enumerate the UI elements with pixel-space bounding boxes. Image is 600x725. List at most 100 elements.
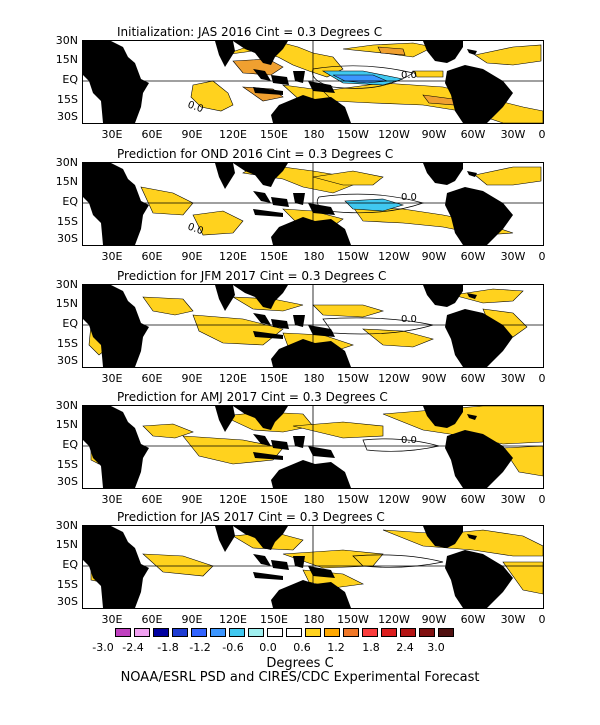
lat-label: 15S — [57, 578, 78, 591]
lon-label: 90E — [181, 372, 203, 385]
land-mass — [423, 526, 463, 548]
lat-label: 30N — [55, 34, 78, 47]
land-mass — [445, 550, 513, 608]
colorbar-swatch — [267, 628, 283, 637]
colorbar-tick-label: 0.6 — [293, 641, 311, 654]
panel-title: Prediction for AMJ 2017 Cint = 0.3 Degre… — [117, 390, 388, 404]
land-mass — [467, 414, 477, 420]
colorbar-swatch — [115, 628, 131, 637]
colorbar-tick-label: 0.0 — [259, 641, 277, 654]
colorbar-tick-label: 1.2 — [327, 641, 345, 654]
lon-label: 60E — [141, 372, 163, 385]
warm-anomaly-region — [142, 553, 214, 577]
land-mass — [253, 209, 283, 217]
lon-label: 120W — [378, 128, 410, 141]
land-mass — [83, 526, 149, 608]
lon-label: 0 — [538, 493, 546, 506]
lat-label: 15S — [57, 458, 78, 471]
warm-anomaly-region — [142, 423, 194, 439]
sst-anomaly-map: 0.0 0.0 — [83, 41, 543, 123]
lon-label: 180 — [303, 250, 325, 263]
sst-anomaly-map: 0.0 0.0 — [83, 163, 543, 245]
lat-label: 30S — [57, 110, 78, 123]
colorbar-tick-label: 3.0 — [427, 641, 445, 654]
colorbar-swatch — [172, 628, 188, 637]
lon-label: 120W — [378, 372, 410, 385]
lat-label: 30N — [55, 278, 78, 291]
lon-label: 180 — [303, 493, 325, 506]
lon-label: 30W — [500, 250, 526, 263]
land-mass — [253, 69, 271, 81]
panel-title: Prediction for JAS 2017 Cint = 0.3 Degre… — [117, 510, 385, 524]
land-mass — [233, 526, 288, 550]
lon-label: 90E — [181, 493, 203, 506]
lon-label: 150W — [337, 372, 369, 385]
contour-label: 0.0 — [401, 192, 417, 203]
land-mass — [253, 452, 283, 460]
lat-label: 30N — [55, 156, 78, 169]
land-mass — [445, 187, 513, 245]
lat-label: EQ — [62, 317, 78, 330]
colorbar-swatch — [153, 628, 169, 637]
colorbar-swatch — [324, 628, 340, 637]
colorbar-swatch — [419, 628, 435, 637]
warm-anomaly-region — [192, 210, 244, 236]
lon-label: 120W — [378, 613, 410, 626]
land-mass — [293, 193, 305, 205]
lon-label: 150E — [260, 372, 288, 385]
warm-anomaly-region — [474, 44, 542, 66]
land-mass — [423, 41, 463, 63]
land-mass — [271, 217, 351, 245]
lat-label: 15N — [55, 297, 78, 310]
warm-anomaly-region — [292, 421, 384, 439]
lon-label: 120E — [219, 372, 247, 385]
warm-anomaly-region — [182, 435, 284, 465]
colorbar-swatch — [438, 628, 454, 637]
land-mass — [233, 406, 288, 430]
colorbar-tick-label: -3.0 — [92, 641, 114, 654]
lon-label: 90W — [421, 613, 447, 626]
colorbar-tick-label: 1.8 — [362, 641, 380, 654]
warm-anomaly-region — [140, 186, 194, 216]
lon-label: 150E — [260, 250, 288, 263]
warm-anomaly-region — [452, 288, 524, 304]
panel-title: Prediction for JFM 2017 Cint = 0.3 Degre… — [117, 269, 387, 283]
lat-label: 15S — [57, 93, 78, 106]
colorbar-swatch — [134, 628, 150, 637]
land-mass — [215, 526, 235, 552]
lon-label: 30E — [101, 372, 123, 385]
lon-label: 150E — [260, 128, 288, 141]
panel-title: Prediction for OND 2016 Cint = 0.3 Degre… — [117, 147, 394, 161]
colorbar-tick-label: -1.8 — [157, 641, 179, 654]
land-mass — [253, 331, 283, 339]
sst-anomaly-map: 0.0 — [83, 406, 543, 488]
land-mass — [467, 534, 477, 540]
colorbar-swatch — [248, 628, 264, 637]
land-mass — [253, 313, 271, 325]
lon-label: 120E — [219, 493, 247, 506]
lon-label: 30W — [500, 493, 526, 506]
lon-label: 120W — [378, 493, 410, 506]
lon-label: 90W — [421, 128, 447, 141]
lon-label: 60W — [460, 613, 486, 626]
land-mass — [253, 572, 283, 580]
map-frame — [82, 525, 544, 609]
lon-label: 90E — [181, 128, 203, 141]
land-mass — [271, 95, 351, 123]
contour-label-west: 0.0 — [186, 221, 205, 237]
lon-label: 60W — [460, 372, 486, 385]
lon-label: 180 — [303, 372, 325, 385]
lon-label: 60E — [141, 128, 163, 141]
lat-label: 15S — [57, 215, 78, 228]
land-mass — [467, 293, 477, 299]
colorbar-tick-label: -2.4 — [122, 641, 144, 654]
map-frame: 0.0 0.0 — [82, 40, 544, 124]
land-mass — [271, 319, 289, 329]
lon-label: 90W — [421, 493, 447, 506]
colorbar-swatch — [381, 628, 397, 637]
land-mass — [271, 460, 351, 488]
lon-label: 150W — [337, 250, 369, 263]
map-frame: 0.0 0.0 — [82, 162, 544, 246]
lon-label: 30E — [101, 613, 123, 626]
warm-anomaly-region — [412, 70, 444, 78]
